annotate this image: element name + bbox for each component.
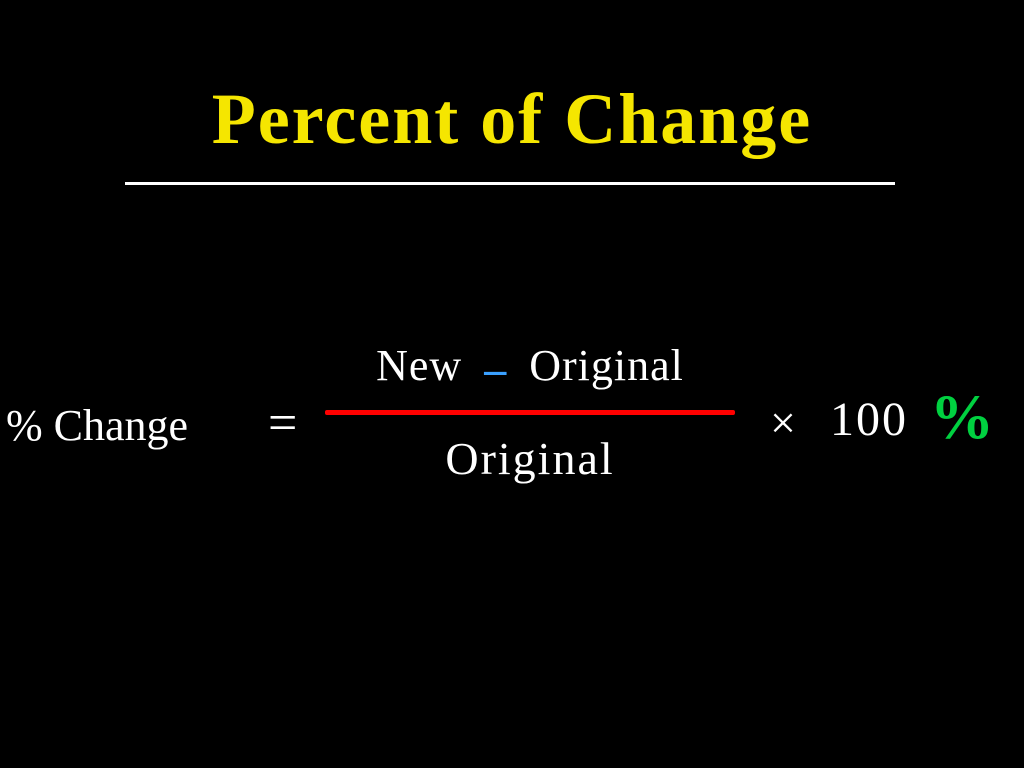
minus-sign: – [474,344,517,395]
times-sign: × [770,396,796,449]
numerator-new: New [376,341,462,390]
numerator: New – Original [330,340,730,401]
hundred-value: 100 [830,392,908,447]
fraction-line [325,410,735,415]
title-underline [125,182,895,185]
formula-container: % Change = New – Original Original × 100… [0,340,1024,540]
formula-lhs: % Change [6,400,188,451]
page-title: Percent of Change [0,78,1024,161]
denominator: Original [330,432,730,485]
equals-sign: = [268,394,297,453]
numerator-original: Original [529,341,684,390]
percent-icon: % [930,380,994,454]
fraction: New – Original Original [330,340,730,401]
